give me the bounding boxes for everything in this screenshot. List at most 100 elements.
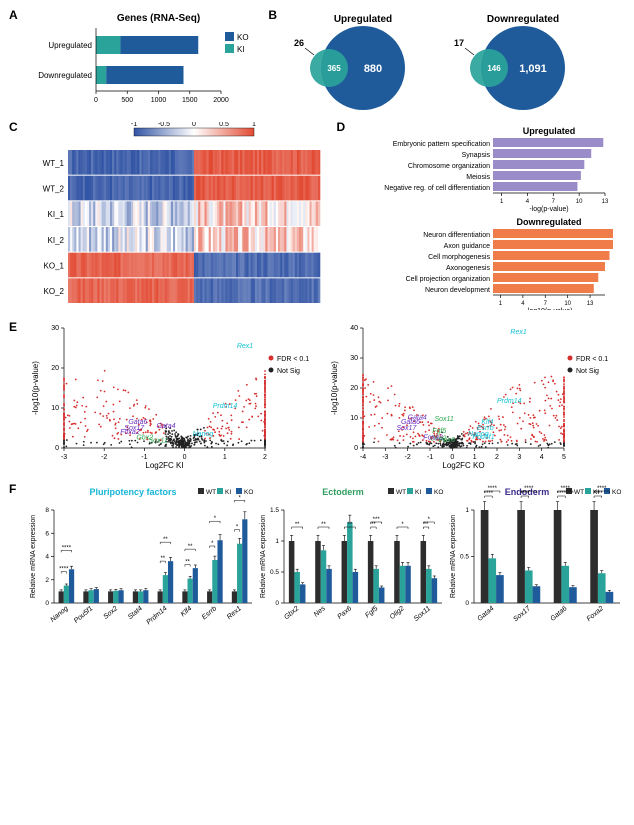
heatmap-cell (133, 253, 135, 278)
heatmap-cell (265, 278, 267, 303)
heatmap-cell (310, 150, 312, 175)
heatmap-cell (125, 253, 127, 278)
heatmap-cell (255, 253, 257, 278)
heatmap-cell (108, 227, 110, 252)
heatmap-cell (289, 278, 291, 303)
volcano-point (178, 443, 180, 445)
heatmap-cell (207, 253, 209, 278)
colorbar-tick: -0.5 (158, 122, 170, 128)
heatmap-cell (121, 253, 123, 278)
volcano-point (206, 446, 208, 448)
heatmap-cell (133, 278, 135, 303)
heatmap-cell (301, 227, 303, 252)
heatmap-cell (179, 201, 181, 226)
volcano-point (518, 384, 520, 386)
volcano-point (394, 394, 396, 396)
xtick-label: 1000 (151, 97, 167, 104)
heatmap-cell (114, 278, 116, 303)
volcano-point (63, 435, 65, 437)
volcano-point (220, 414, 222, 416)
f-bar (525, 570, 533, 603)
volcano-point (199, 441, 201, 443)
heatmap-cell (81, 253, 83, 278)
heatmap-cell (171, 176, 173, 201)
volcano-point (186, 443, 188, 445)
heatmap-cell (167, 176, 169, 201)
f-bar (598, 573, 606, 603)
volcano-point (200, 443, 202, 445)
venn-big-num: 880 (364, 63, 382, 75)
volcano-point (504, 429, 506, 431)
heatmap-cell (263, 150, 265, 175)
heatmap-cell (240, 227, 242, 252)
heatmap-cell (253, 227, 255, 252)
volcano-point (559, 405, 561, 407)
volcano-point (182, 438, 184, 440)
svg-text:-4: -4 (360, 454, 366, 461)
volcano-point (131, 440, 133, 442)
heatmap-cell (114, 227, 116, 252)
volcano-point (118, 421, 120, 423)
volcano-point (123, 389, 125, 391)
heatmap-cell (81, 150, 83, 175)
heatmap-cell (93, 253, 95, 278)
f-bar (193, 568, 198, 603)
legend-swatch (225, 44, 234, 53)
volcano-point (539, 431, 541, 433)
volcano-point (434, 445, 436, 447)
f-bar (69, 569, 74, 603)
heatmap-cell (257, 201, 259, 226)
volcano-point (467, 440, 469, 442)
heatmap-cell (152, 253, 154, 278)
volcano-gene-label: Sox11 (148, 437, 167, 444)
heatmap-cell (314, 278, 316, 303)
volcano-point (399, 435, 401, 437)
volcano-point (264, 426, 266, 428)
volcano-point (563, 439, 565, 441)
heatmap-cell (272, 150, 274, 175)
heatmap-row-label: KO_2 (44, 287, 65, 296)
f-gene-label: Gata6 (549, 605, 568, 623)
volcano-point (190, 440, 192, 442)
volcano-point (223, 443, 225, 445)
volcano-point (515, 393, 517, 395)
heatmap-cell (230, 227, 232, 252)
heatmap-cell (297, 253, 299, 278)
volcano-point (533, 417, 535, 419)
heatmap-cell (219, 201, 221, 226)
heatmap-cell (295, 150, 297, 175)
d-bar-label: Cell morphogenesis (429, 254, 491, 261)
volcano-point (218, 434, 220, 436)
svg-text:2: 2 (263, 454, 267, 461)
heatmap-cell (196, 227, 198, 252)
colorbar-tick: 0.5 (219, 122, 229, 128)
heatmap-cell (118, 176, 120, 201)
heatmap-cell (238, 253, 240, 278)
heatmap-cell (272, 253, 274, 278)
svg-text:0: 0 (450, 454, 454, 461)
heatmap-cell (234, 176, 236, 201)
f-bar (496, 575, 504, 603)
heatmap-cell (316, 150, 318, 175)
volcano-point (174, 433, 176, 435)
volcano-point (104, 370, 106, 372)
heatmap-cell (139, 201, 141, 226)
heatmap-cell (202, 278, 204, 303)
heatmap-cell (158, 253, 160, 278)
volcano-point (456, 446, 458, 448)
volcano-point (251, 416, 253, 418)
svg-text:0: 0 (55, 445, 59, 452)
volcano-point (235, 399, 237, 401)
heatmap-cell (232, 201, 234, 226)
f-bar (163, 575, 168, 603)
heatmap-cell (209, 150, 211, 175)
heatmap-cell (83, 278, 85, 303)
heatmap-row-label: KI_2 (48, 236, 65, 245)
volcano-point (63, 446, 65, 448)
svg-text:10: 10 (51, 405, 59, 412)
f-bar (561, 566, 569, 603)
volcano-point (386, 434, 388, 436)
heatmap-cell (97, 176, 99, 201)
volcano-point (414, 436, 416, 438)
heatmap-cell (251, 201, 253, 226)
